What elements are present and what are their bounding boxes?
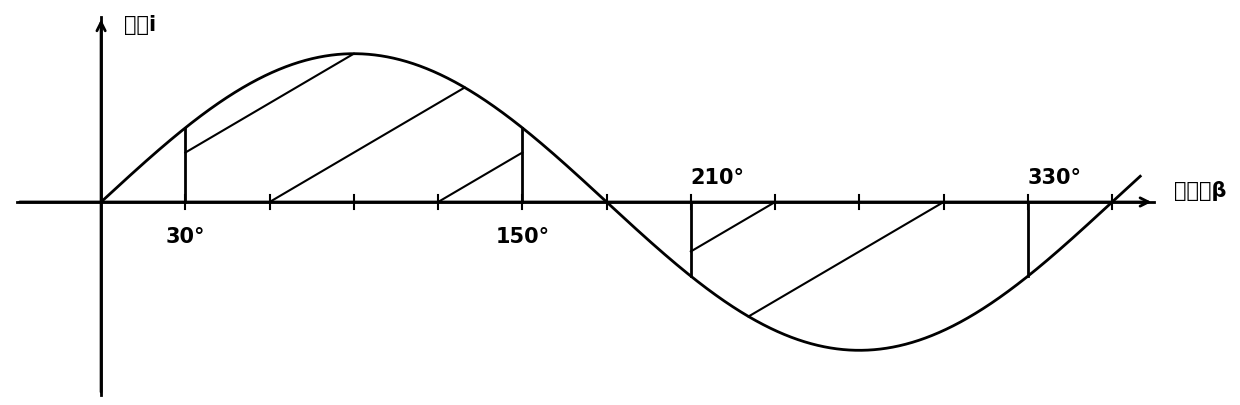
Text: 210°: 210°	[691, 168, 745, 188]
Text: 330°: 330°	[1028, 168, 1081, 188]
Text: 30°: 30°	[166, 226, 205, 246]
Text: 相位角β: 相位角β	[1174, 181, 1226, 200]
Text: 150°: 150°	[495, 226, 549, 246]
Text: 电流i: 电流i	[124, 15, 156, 35]
